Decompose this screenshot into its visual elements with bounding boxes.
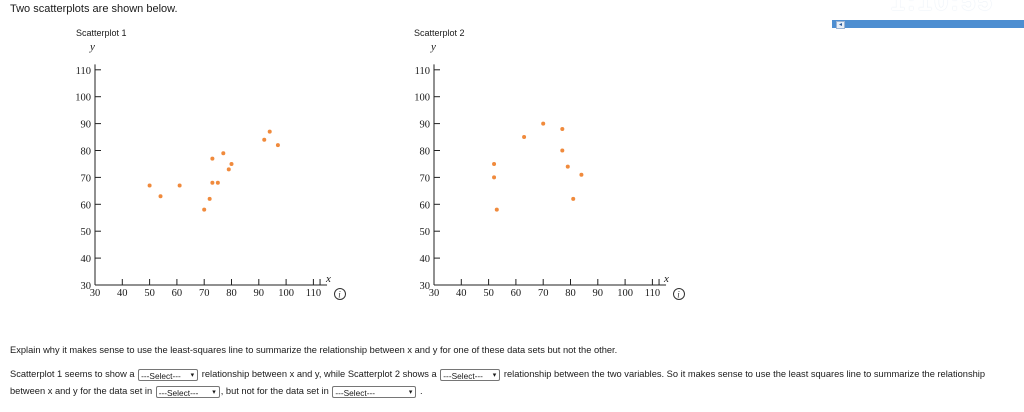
data-point [226,167,231,172]
data-point [571,196,576,201]
data-point [262,137,267,142]
timer-bar: 1:10:55 ◂ [832,0,1024,29]
y-tick-label: 80 [81,147,92,158]
scatterplot-1-svg: Scatterplot 1 y x i 30 40 50 60 70 80 90 100 110… [75,28,346,300]
x-tick-label: 70 [199,288,210,299]
data-point [541,121,546,126]
x-tick-label: 50 [483,288,494,299]
y-tick-label: 70 [81,173,92,184]
svg-text:i: i [338,290,341,300]
data-point [492,161,497,166]
answer-part-5: . [419,386,423,396]
x-tick-label: 50 [144,288,155,299]
chevron-down-icon: ▾ [212,388,216,396]
scatterplot-2-axes: 30 40 50 60 70 80 90 100 110 30 40 50 60 70 80 90 100 110 [414,64,667,299]
data-point [210,180,215,185]
x-tick-label: 100 [278,288,294,299]
answer-part-3: relationship between the two variables. … [10,369,986,396]
data-point [210,156,215,161]
chevron-down-icon: ▾ [492,371,497,379]
x-tick-label: 80 [226,288,237,299]
data-point [267,129,272,134]
y-tick-label: 100 [414,93,430,104]
answer-part-4: , but not for the data set in [220,386,329,396]
scatterplot-1: Scatterplot 1 y x i 30 40 50 60 70 80 90 100 110… [52,22,352,312]
y-tick-label: 80 [420,147,431,158]
y-tick-label: 90 [420,120,431,131]
data-point [494,207,499,212]
data-point [560,126,565,131]
y-tick-label: 30 [81,281,92,292]
question-text-content: Explain why it makes sense to use the le… [10,345,618,355]
y-tick-label: 110 [76,66,91,77]
x-tick-label: 30 [90,288,101,299]
x-tick-label: 40 [117,288,128,299]
scatterplot-2-info-icon[interactable]: i [673,288,685,300]
chevron-down-icon: ▾ [408,388,413,396]
answer-part-1: Scatterplot 1 seems to show a [10,369,135,379]
y-tick-label: 60 [81,200,92,211]
y-tick-label: 40 [420,254,431,265]
data-point [177,183,182,188]
y-tick-label: 70 [420,173,431,184]
y-tick-label: 60 [420,200,431,211]
data-point [147,183,152,188]
data-point [229,161,234,166]
scatterplot-1-x-label: x [325,273,331,285]
question-text: Explain why it makes sense to use the le… [10,345,617,355]
scatterplot-1-info-icon[interactable]: i [334,288,346,300]
y-tick-label: 100 [75,93,91,104]
answer-part-2: relationship between x and y, while Scat… [201,369,437,379]
scatterplot-2-svg: Scatterplot 2 y x i 30 40 50 60 70 80 90 100 110… [414,28,685,300]
select-relationship-2[interactable]: ---Select--- ▾ [440,368,501,381]
chevron-down-icon: ▾ [190,371,195,379]
x-tick-label: 30 [429,288,440,299]
y-tick-label: 50 [81,227,92,238]
y-tick-label: 110 [415,66,430,77]
collapse-timer-icon[interactable]: ◂ [836,21,845,29]
x-tick-label: 90 [254,288,264,299]
select-dataset-2[interactable]: ---Select--- ▾ [332,385,417,398]
y-tick-label: 90 [81,120,92,131]
x-tick-label: 100 [617,288,633,299]
x-tick-label: 60 [511,288,522,299]
scatterplot-2: Scatterplot 2 y x i 30 40 50 60 70 80 90 100 110… [391,22,691,312]
scatterplot-1-axes: 30 40 50 60 70 80 90 100 110 30 40 50 60 70 80 90 100 110 [75,64,328,299]
scatterplot-2-x-label: x [663,273,669,285]
y-tick-label: 30 [420,281,431,292]
x-tick-label: 90 [593,288,604,299]
select-dataset-1[interactable]: ---Select--- ▾ [155,385,220,398]
x-tick-label: 110 [306,288,321,299]
data-point [579,172,584,177]
x-tick-label: 40 [456,288,467,299]
scatterplot-1-title: Scatterplot 1 [76,28,127,38]
intro-text: Two scatterplots are shown below. [10,3,178,15]
scatterplot-1-y-label: y [89,41,95,53]
scatterplot-2-y-label: y [430,41,436,53]
svg-text:i: i [677,290,680,300]
y-tick-label: 50 [420,227,431,238]
x-tick-label: 110 [645,288,660,299]
data-point [565,164,570,169]
x-tick-label: 70 [538,288,549,299]
x-tick-label: 60 [172,288,183,299]
data-point [207,196,212,201]
scatterplot-2-title: Scatterplot 2 [414,28,465,38]
data-point [215,180,220,185]
data-point [275,143,280,148]
y-tick-label: 40 [81,254,92,265]
data-point [221,151,226,156]
x-tick-label: 80 [565,288,576,299]
data-point [560,148,565,153]
answer-sentence: Scatterplot 1 seems to show a ---Select-… [10,366,1015,400]
data-point [522,135,527,140]
data-point [202,207,207,212]
data-point [158,194,163,199]
data-point [492,175,497,180]
select-relationship-1[interactable]: ---Select--- ▾ [138,368,199,381]
timer-text: 1:10:55 [890,0,994,16]
